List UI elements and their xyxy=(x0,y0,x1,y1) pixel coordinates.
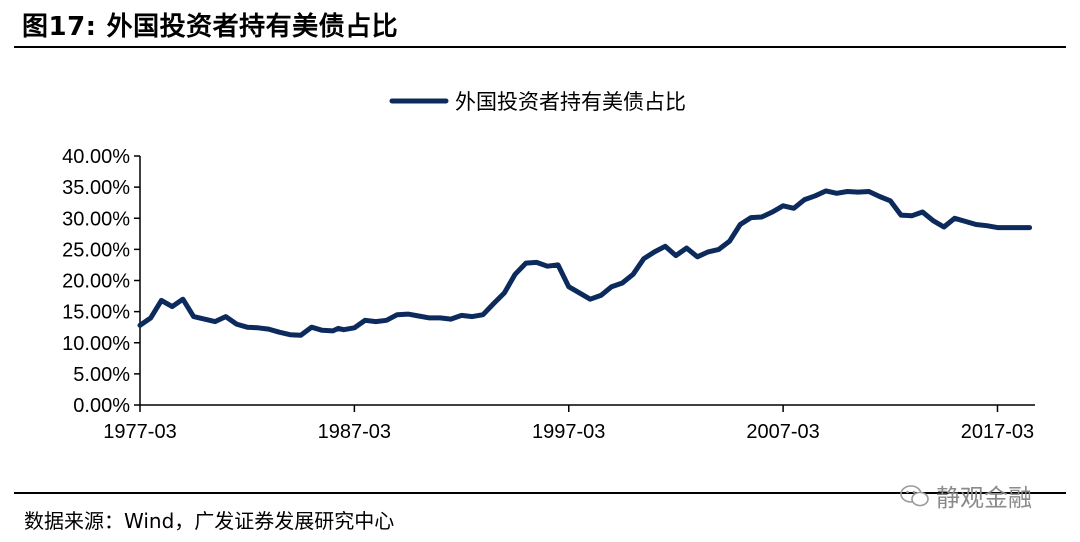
top-rule xyxy=(14,46,1066,48)
watermark: 静观金融 xyxy=(900,478,1032,513)
y-tick-label: 0.00% xyxy=(73,395,130,417)
watermark-text: 静观金融 xyxy=(936,484,1032,512)
figure-title: 图17: 外国投资者持有美债占比 xyxy=(22,6,398,43)
y-tick-label: 35.00% xyxy=(62,177,130,199)
y-tick-label: 20.00% xyxy=(62,271,130,293)
y-tick-label: 5.00% xyxy=(73,364,130,386)
series-line xyxy=(137,188,1033,338)
x-tick-label: 2007-03 xyxy=(746,421,819,443)
x-tick-label: 1977-03 xyxy=(103,421,176,443)
y-tick-label: 40.00% xyxy=(62,146,130,168)
source-note: 数据来源：Wind，广发证券发展研究中心 xyxy=(24,509,395,533)
x-tick-label: 1987-03 xyxy=(318,421,391,443)
x-tick-label: 1997-03 xyxy=(532,421,605,443)
legend-label: 外国投资者持有美债占比 xyxy=(455,90,686,114)
figure-title-text: 外国投资者持有美债占比 xyxy=(106,12,399,42)
y-tick-label: 25.00% xyxy=(62,239,130,261)
bottom-rule xyxy=(14,492,1066,494)
wechat-icon xyxy=(900,484,930,508)
y-tick-label: 15.00% xyxy=(62,302,130,324)
y-tick-label: 30.00% xyxy=(62,208,130,230)
x-tick-label: 2017-03 xyxy=(961,421,1034,443)
y-tick-label: 10.00% xyxy=(62,333,130,355)
figure-number: 图17: xyxy=(22,12,97,42)
